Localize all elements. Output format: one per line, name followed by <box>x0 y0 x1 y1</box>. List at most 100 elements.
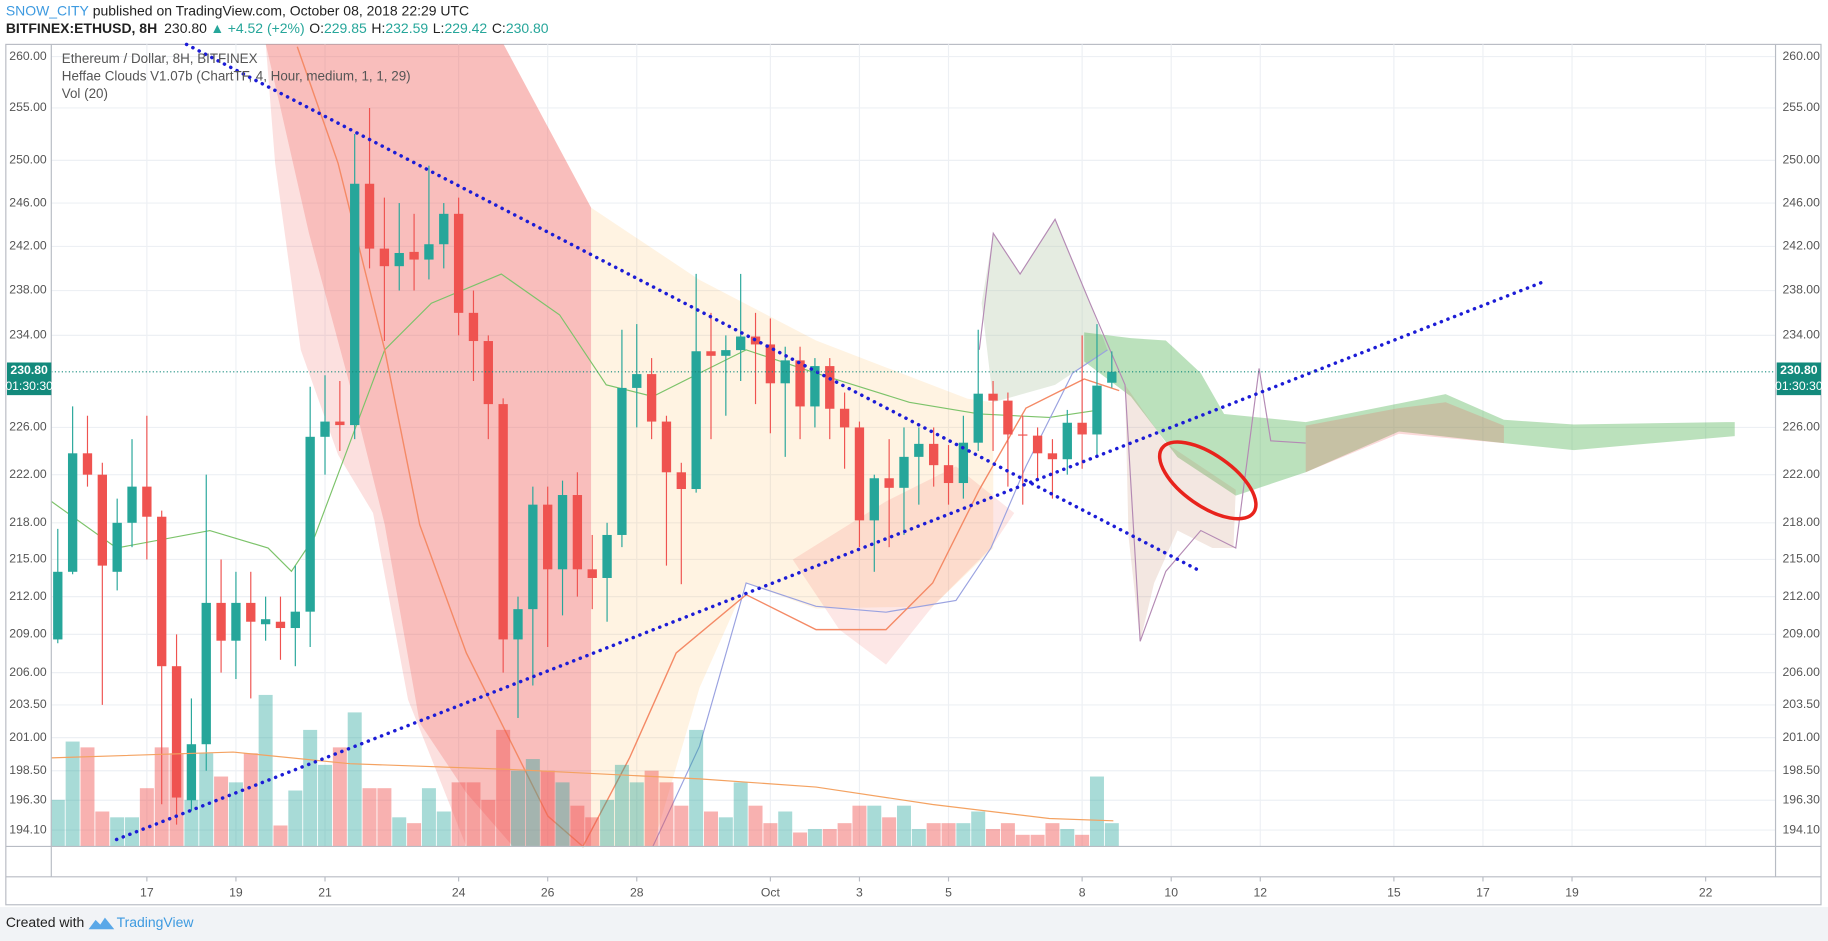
volume-bar <box>1000 823 1015 847</box>
l-label: L: <box>433 20 445 36</box>
candle-body <box>513 609 523 640</box>
h-value: 232.59 <box>385 20 428 36</box>
y-tick-label: 203.50 <box>9 697 47 711</box>
x-tick-label: 26 <box>541 885 555 899</box>
price-label: 230.80 <box>1780 363 1818 377</box>
volume-bar <box>882 817 897 847</box>
o-value: 229.85 <box>324 20 367 36</box>
candle-body <box>899 456 909 488</box>
volume-bar <box>1015 834 1030 847</box>
volume-bar <box>318 764 333 847</box>
drawings <box>51 42 1776 842</box>
y-tick-label: 206.00 <box>1782 665 1820 679</box>
candle-body <box>335 421 345 426</box>
header-line-1: SNOW_CITY published on TradingView.com, … <box>6 2 469 18</box>
volume-bar <box>748 805 763 847</box>
price-label: 230.80 <box>10 363 48 377</box>
neutral-cloud <box>981 219 1108 403</box>
y-tick-label: 209.00 <box>9 627 47 641</box>
x-tick-label: 15 <box>1387 885 1401 899</box>
volume-bar <box>718 817 733 847</box>
y-tick-label: 198.50 <box>9 763 47 777</box>
volume-bar <box>407 823 422 847</box>
y-tick-label: 260.00 <box>9 49 47 63</box>
price-badge <box>1776 362 1822 396</box>
volume-bar <box>125 817 140 847</box>
y-tick-label: 246.00 <box>1782 195 1820 209</box>
chart-frame <box>5 43 1822 906</box>
y-tick-label: 196.30 <box>9 792 47 806</box>
y-tick-label: 218.00 <box>1782 515 1820 529</box>
candle-body <box>1107 371 1117 383</box>
volume-bar <box>65 741 80 847</box>
y-tick-label: 246.00 <box>9 195 47 209</box>
candle-body <box>988 393 998 401</box>
candle-body <box>453 213 464 313</box>
x-tick-label: 5 <box>945 885 952 899</box>
y-tick-label: 234.00 <box>9 328 47 342</box>
y-tick-label: 234.00 <box>1782 328 1820 342</box>
volume-bar <box>629 782 644 847</box>
c-value: 230.80 <box>506 20 549 36</box>
last-price: 230.80 <box>164 20 207 36</box>
volume-bar <box>659 782 674 847</box>
axis-labels: 260.00 260.00 255.00 255.00 250.00 250.00 246.… <box>5 49 1823 900</box>
candle-body <box>929 443 939 466</box>
y-tick-label: 215.00 <box>1782 552 1820 566</box>
candle-body <box>320 421 330 437</box>
x-tick-label: 21 <box>318 885 332 899</box>
candle-body <box>661 421 672 473</box>
candle-body <box>97 474 107 566</box>
volume-bar <box>273 825 288 847</box>
candle-body <box>231 602 241 641</box>
countdown-label: 01:30:30 <box>5 379 53 393</box>
price-badge <box>6 362 52 396</box>
volume-bar <box>911 828 926 847</box>
arrow: ▲ <box>210 20 224 36</box>
y-tick-label: 212.00 <box>1782 589 1820 603</box>
candle-body <box>632 374 642 388</box>
candle-body <box>216 602 226 641</box>
legend-line: Ethereum / Dollar, 8H, BITFINEX <box>62 51 258 66</box>
candle-body <box>439 213 449 245</box>
red-cloud-future <box>1305 402 1504 473</box>
x-tick-label: 10 <box>1164 885 1178 899</box>
volume-bar <box>674 805 689 847</box>
blue-line <box>652 349 1108 847</box>
candle-body <box>617 387 627 535</box>
volume-bar <box>644 770 659 847</box>
candle-body <box>839 408 850 428</box>
candle-body <box>543 504 553 570</box>
footer-brand[interactable]: TradingView <box>117 914 195 930</box>
author[interactable]: SNOW_CITY <box>6 2 90 18</box>
c-label: C: <box>492 20 506 36</box>
volume-bar <box>807 828 822 847</box>
volume-bar <box>80 747 95 847</box>
volume-bar <box>837 823 852 847</box>
volume-bar <box>600 799 615 847</box>
y-tick-label: 201.00 <box>1782 730 1820 744</box>
volume-bar <box>585 817 600 847</box>
volume-bar <box>243 753 258 847</box>
brand-logo[interactable] <box>88 917 115 930</box>
red-cloud <box>265 44 592 847</box>
y-tick-label: 209.00 <box>1782 627 1820 641</box>
volume-bar <box>926 823 941 847</box>
candle-body <box>394 252 404 267</box>
candle-body <box>1077 422 1087 435</box>
candle-body <box>1032 435 1043 454</box>
volume-bar <box>199 753 214 847</box>
y-tick-label: 255.00 <box>9 100 47 114</box>
x-tick-label: 22 <box>1699 885 1713 899</box>
x-tick-label: 24 <box>452 885 466 899</box>
trend-line-down <box>184 42 1201 572</box>
candle-body <box>810 366 820 407</box>
volume-bar <box>451 782 466 847</box>
y-tick-label: 198.50 <box>1782 763 1820 777</box>
candle-body <box>943 465 954 484</box>
o-label: O: <box>309 20 324 36</box>
candle-body <box>1003 400 1013 435</box>
y-tick-label: 222.00 <box>1782 467 1820 481</box>
volume-bar <box>852 805 867 847</box>
